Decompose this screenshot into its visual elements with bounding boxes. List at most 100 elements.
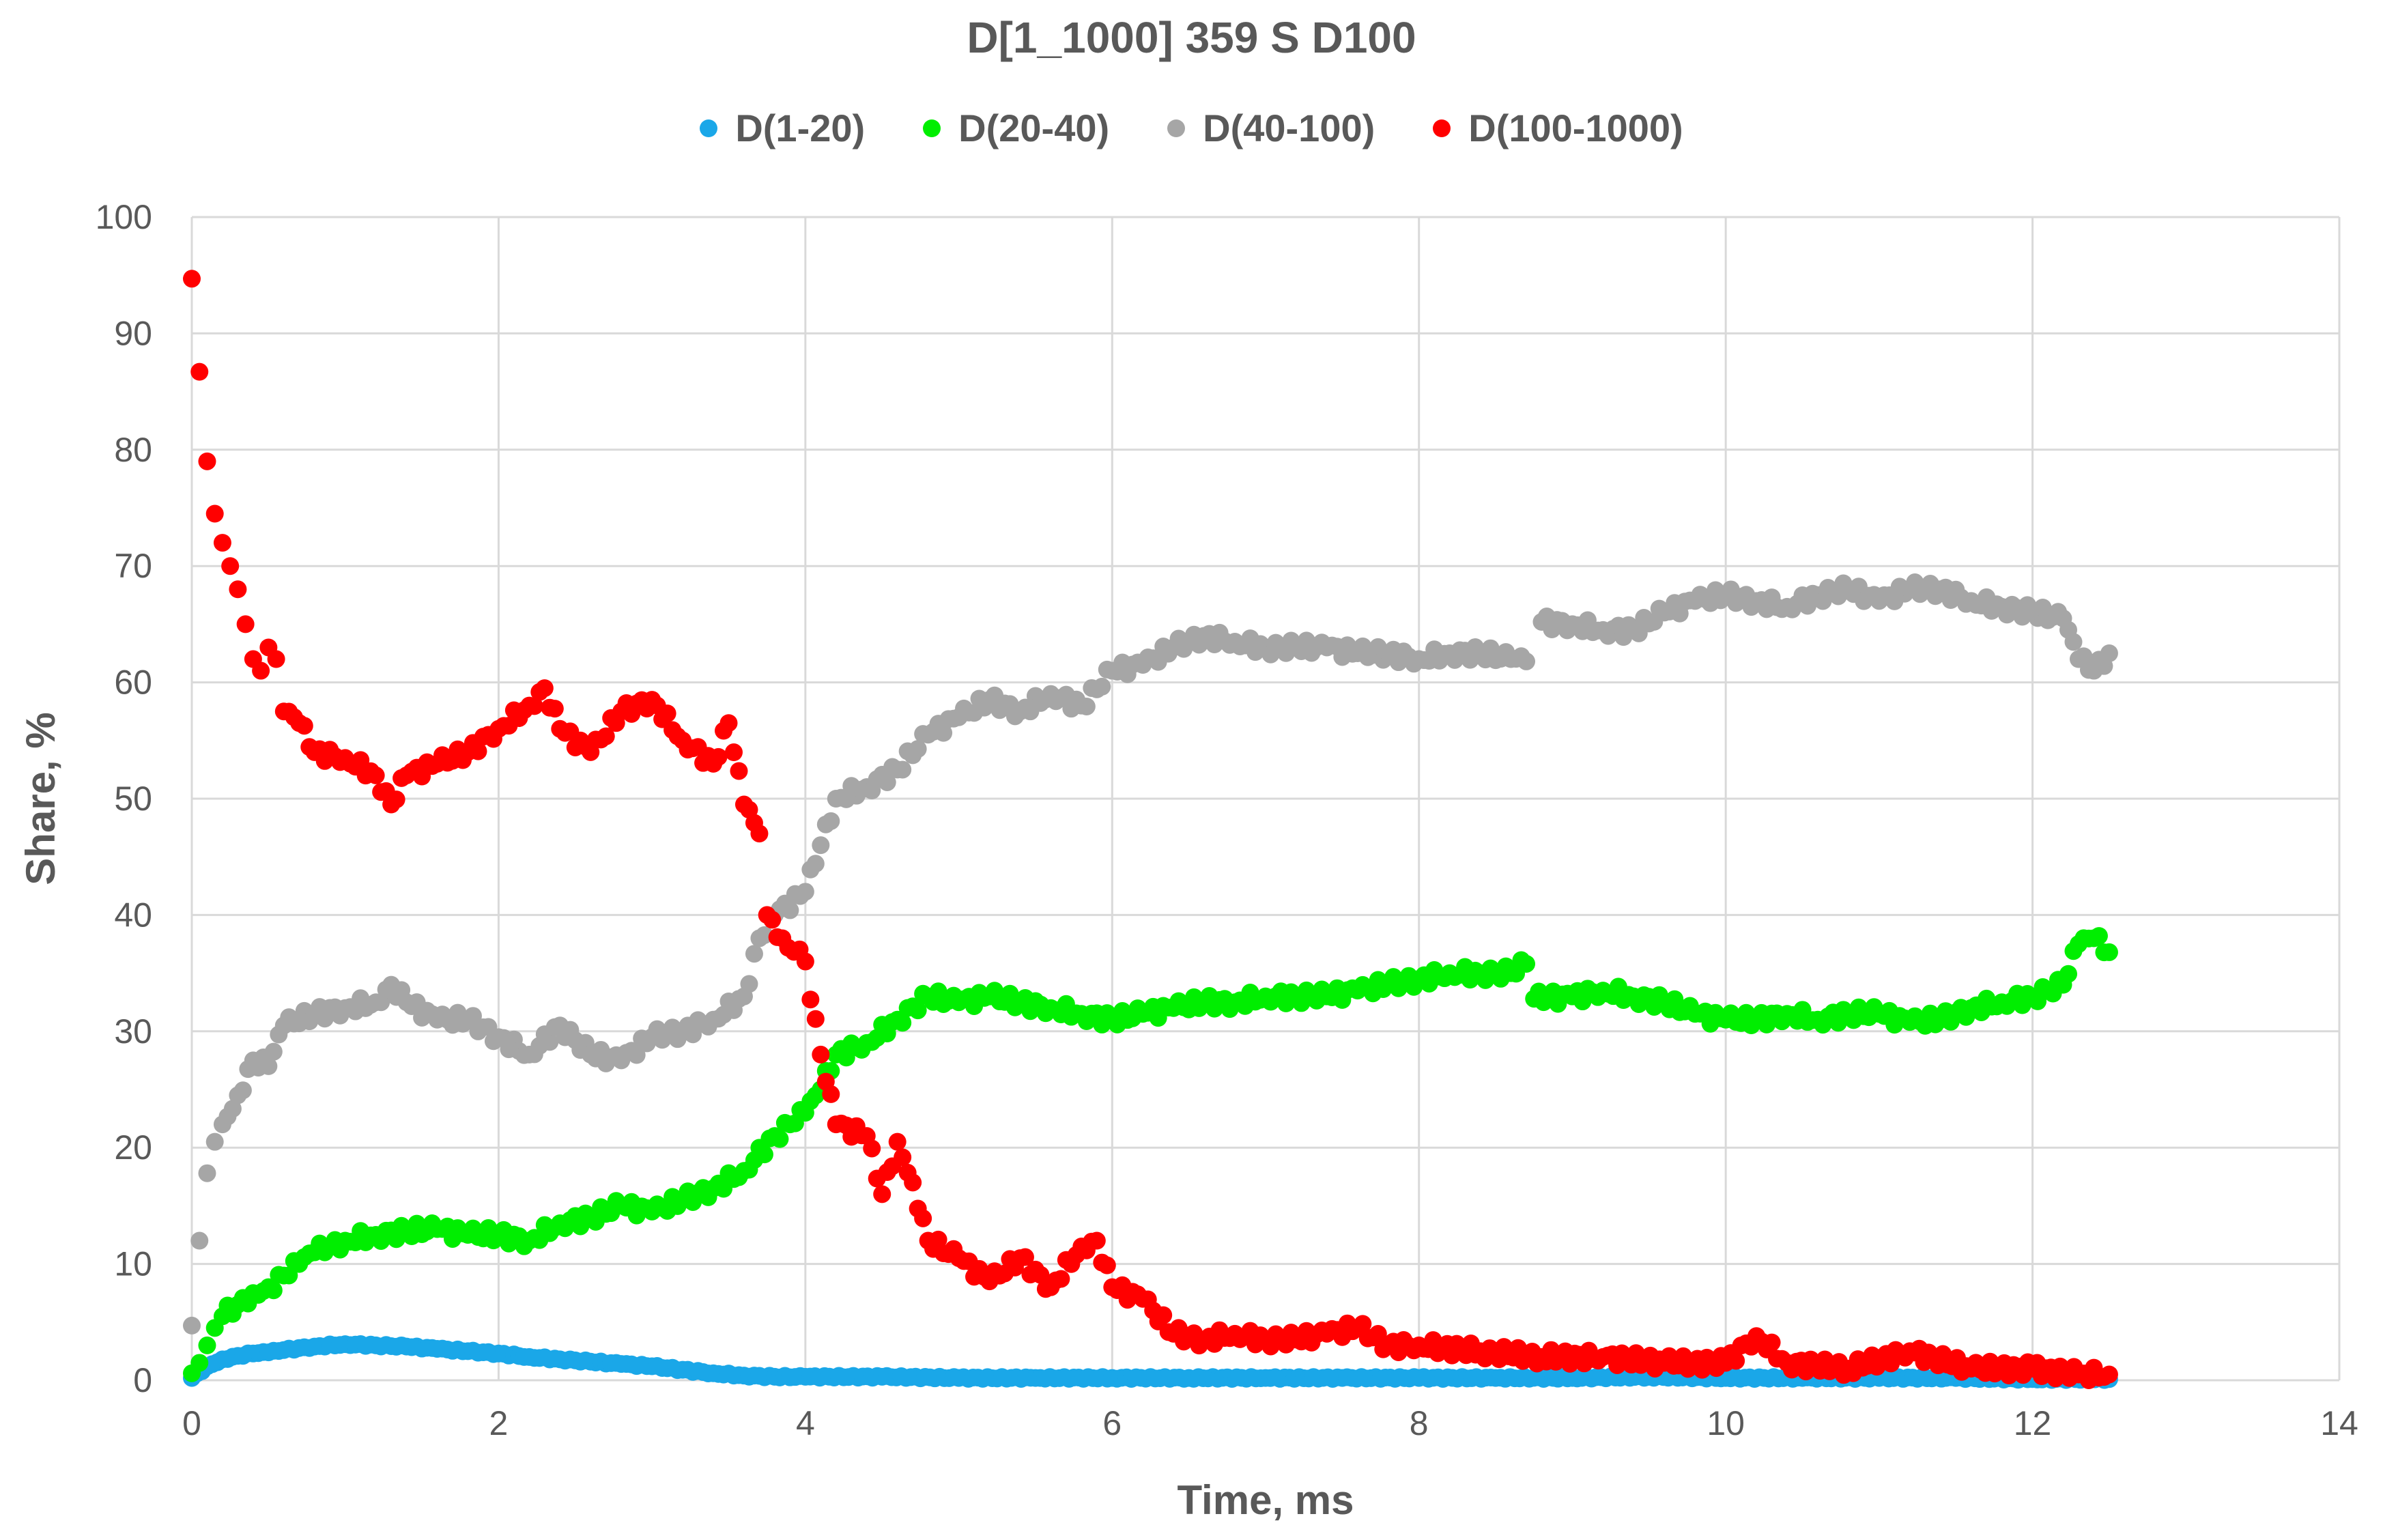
data-point (796, 883, 814, 901)
y-tick-label: 10 (114, 1245, 152, 1283)
legend-item-d100-1000: D(100-1000) (1433, 106, 1683, 150)
data-point (822, 1085, 840, 1103)
data-point (1727, 1352, 1745, 1370)
data-point (909, 1001, 927, 1020)
legend-marker-icon (700, 119, 718, 137)
data-point (597, 727, 615, 745)
data-point (724, 743, 743, 762)
y-tick-label: 60 (114, 664, 152, 702)
x-axis-ticks: 0 2 4 6 8 10 12 14 (182, 1404, 2358, 1442)
data-point (469, 742, 487, 760)
data-point (198, 1164, 216, 1182)
data-point (822, 812, 840, 830)
data-point (2100, 1365, 2118, 1384)
data-point (264, 1281, 283, 1300)
data-point (205, 504, 224, 523)
data-point (1763, 1333, 1781, 1352)
data-point (2089, 927, 2108, 945)
data-point (812, 836, 830, 855)
x-tick-label: 2 (489, 1404, 509, 1442)
x-tick-label: 8 (1410, 1404, 1429, 1442)
data-point (878, 773, 896, 791)
legend-label: D(1-20) (735, 106, 866, 149)
y-tick-label: 50 (114, 780, 152, 818)
x-tick-label: 14 (2320, 1404, 2358, 1442)
data-point (1517, 652, 1536, 670)
data-point (221, 557, 240, 575)
data-point (750, 825, 769, 843)
x-tick-label: 4 (796, 1404, 815, 1442)
data-point (1354, 1315, 1372, 1333)
data-point (904, 1173, 922, 1192)
data-point (535, 679, 554, 698)
data-point (233, 1081, 252, 1100)
data-point (229, 580, 247, 599)
data-point (627, 1046, 646, 1064)
data-point (267, 650, 285, 668)
data-point (934, 724, 953, 742)
data-point (909, 740, 927, 758)
y-tick-label: 0 (133, 1361, 152, 1399)
legend-label: D(20-40) (958, 106, 1110, 149)
data-point (1031, 1266, 1050, 1284)
data-point (929, 1230, 947, 1249)
data-point (1087, 1231, 1106, 1250)
y-tick-label: 70 (114, 547, 152, 585)
data-point (198, 1336, 216, 1354)
data-point (252, 661, 270, 680)
data-point (658, 704, 676, 723)
data-point (264, 1042, 283, 1061)
data-point (894, 1148, 912, 1167)
legend-item-d40-100: D(40-100) (1167, 106, 1375, 150)
data-point (1154, 1306, 1173, 1324)
data-point (873, 1185, 891, 1203)
data-point (806, 1010, 825, 1028)
data-point (894, 760, 912, 779)
data-point (2074, 647, 2093, 666)
data-point (796, 952, 814, 971)
data-point (223, 1100, 242, 1118)
x-tick-label: 6 (1102, 1404, 1122, 1442)
y-tick-label: 90 (114, 314, 152, 352)
data-point (545, 700, 564, 718)
data-point (801, 990, 820, 1009)
data-point (2059, 965, 2078, 983)
x-axis-title: Time, ms (1177, 1477, 1354, 1523)
data-point (183, 1316, 201, 1335)
data-point (352, 751, 370, 769)
gridlines (190, 216, 2341, 1382)
data-point (2100, 644, 2118, 662)
y-tick-label: 40 (114, 896, 152, 934)
series-D(40-100) (183, 573, 2118, 1335)
data-point (863, 1139, 881, 1158)
data-point (806, 855, 825, 873)
data-point (213, 534, 231, 552)
data-point (888, 1132, 907, 1151)
data-point (894, 1014, 912, 1032)
data-point (259, 1057, 278, 1075)
data-point (730, 762, 748, 780)
data-points (183, 270, 2118, 1389)
series-D(1-20) (183, 1335, 2118, 1389)
y-tick-label: 30 (114, 1012, 152, 1051)
legend-item-d1-20: D(1-20) (700, 106, 865, 150)
legend-label: D(40-100) (1203, 106, 1375, 149)
y-tick-label: 20 (114, 1128, 152, 1167)
legend: D(1-20) D(20-40) D(40-100) D(100-1000) (0, 106, 2383, 150)
data-point (463, 1007, 482, 1025)
data-point (2064, 633, 2083, 651)
data-point (709, 747, 728, 766)
legend-item-d20-40: D(20-40) (923, 106, 1109, 150)
data-point (183, 270, 201, 288)
series-D(20-40) (183, 927, 2118, 1382)
data-point (812, 1045, 830, 1064)
y-axis-ticks: 0 10 20 30 40 50 60 70 80 90 100 (96, 198, 152, 1399)
data-point (198, 452, 216, 470)
data-point (541, 1033, 559, 1051)
data-point (1052, 1270, 1070, 1288)
data-point (190, 362, 209, 381)
x-tick-label: 0 (182, 1404, 201, 1442)
data-point (1077, 697, 1096, 715)
data-point (190, 1231, 209, 1250)
